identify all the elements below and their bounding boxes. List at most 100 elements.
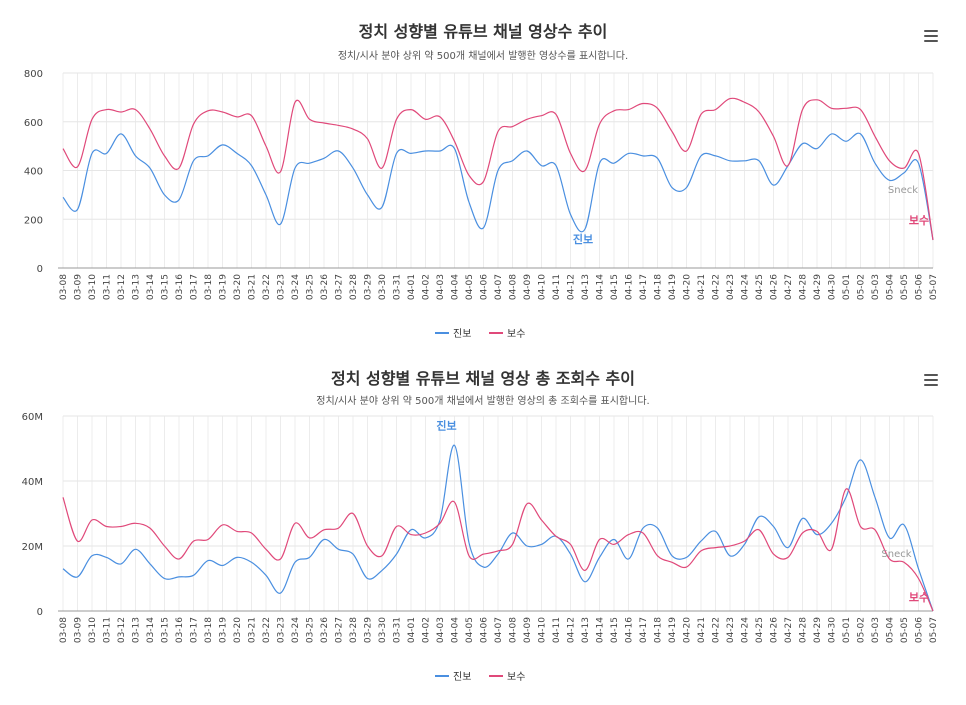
x-tick-label: 03-20: [233, 617, 243, 643]
annotation-label: 보수: [909, 591, 929, 604]
x-tick-label: 03-31: [393, 274, 403, 300]
x-tick-label: 03-26: [320, 274, 330, 300]
x-tick-label: 04-03: [436, 617, 446, 643]
x-tick-label: 04-13: [581, 617, 591, 643]
x-tick-label: 03-09: [74, 617, 84, 643]
x-tick-label: 03-29: [364, 617, 374, 643]
x-tick-label: 03-24: [291, 274, 301, 300]
x-tick-label: 05-05: [900, 617, 910, 643]
chart-subtitle: 정치/시사 분야 상위 약 500개 채널에서 발행한 영상수를 표시합니다.: [337, 51, 629, 62]
x-tick-label: 03-30: [378, 617, 388, 643]
series-line: [62, 488, 934, 612]
x-tick-label: 04-19: [668, 617, 678, 643]
x-tick-label: 04-18: [654, 617, 664, 643]
x-tick-label: 03-08: [59, 274, 69, 300]
x-tick-label: 04-15: [610, 274, 620, 300]
x-tick-label: 04-21: [697, 274, 707, 300]
x-tick-label: 05-03: [871, 274, 881, 300]
x-tick-label: 03-17: [190, 274, 200, 300]
x-tick-label: 05-02: [857, 274, 867, 300]
annotation-label: 진보: [573, 232, 593, 246]
chart-subtitle: 정치/시사 분야 상위 약 500개 채널에서 발행한 영상의 총 조회수를 표…: [316, 396, 650, 407]
chart-plot: 0 200 400 600 800 03-08 03-09 03-10 03-11 03-12 03…: [24, 69, 939, 340]
x-tick-label: 03-28: [349, 617, 359, 643]
x-tick-label: 03-25: [306, 617, 316, 643]
y-tick-label: 0: [37, 607, 43, 618]
x-tick-label: 04-18: [654, 274, 664, 300]
x-tick-label: 03-10: [88, 617, 98, 643]
y-tick-label: 400: [24, 167, 43, 178]
x-tick-label: 05-04: [886, 274, 896, 300]
legend-item[interactable]: 보수: [507, 671, 525, 683]
x-tick-label: 04-26: [770, 617, 780, 643]
x-tick-label: 04-28: [799, 617, 809, 643]
legend-item[interactable]: 진보: [453, 328, 471, 340]
x-tick-label: 03-22: [262, 617, 272, 643]
x-tick-label: 04-05: [465, 274, 475, 300]
x-tick-label: 04-24: [741, 617, 751, 643]
x-tick-label: 04-01: [407, 274, 417, 300]
x-tick-label: 05-05: [900, 274, 910, 300]
x-tick-label: 04-30: [828, 617, 838, 643]
x-tick-label: 03-13: [132, 617, 142, 643]
x-tick-label: 03-08: [59, 617, 69, 643]
x-tick-label: 05-04: [886, 617, 896, 643]
x-tick-label: 04-23: [726, 617, 736, 643]
x-tick-label: 04-29: [813, 617, 823, 643]
x-tick-label: 03-16: [175, 617, 185, 643]
x-tick-label: 04-16: [625, 274, 635, 300]
x-tick-label: 03-30: [378, 274, 388, 300]
x-tick-label: 04-01: [407, 617, 417, 643]
x-tick-label: 03-11: [103, 274, 113, 300]
x-tick-label: 04-09: [523, 617, 533, 643]
legend-item[interactable]: 진보: [453, 671, 471, 683]
x-tick-label: 03-26: [320, 617, 330, 643]
x-tick-label: 04-28: [799, 274, 809, 300]
x-tick-label: 04-04: [451, 274, 461, 300]
video-count-chart: 정치 성향별 유튜브 채널 영상수 추이 정치/시사 분야 상위 약 500개 …: [0, 0, 966, 352]
x-tick-label: 04-23: [726, 274, 736, 300]
hamburger-menu-icon[interactable]: [924, 30, 938, 42]
x-tick-label: 04-14: [596, 617, 606, 643]
x-tick-label: 04-05: [465, 617, 475, 643]
x-tick-label: 04-13: [581, 274, 591, 300]
legend-item[interactable]: 보수: [507, 328, 525, 340]
x-tick-label: 04-17: [639, 274, 649, 300]
x-tick-label: 05-02: [857, 617, 867, 643]
x-tick-label: 04-24: [741, 274, 751, 300]
x-tick-label: 04-11: [552, 274, 562, 300]
x-tick-label: 04-25: [755, 617, 765, 643]
series-line: [62, 444, 934, 612]
x-tick-label: 03-14: [146, 617, 156, 643]
x-tick-label: 04-22: [712, 274, 722, 300]
x-tick-label: 04-17: [639, 617, 649, 643]
total-views-chart: 정치 성향별 유튜브 채널 영상 총 조회수 추이 정치/시사 분야 상위 약 …: [0, 352, 966, 705]
x-tick-label: 03-18: [204, 274, 214, 300]
x-tick-label: 03-17: [190, 617, 200, 643]
y-tick-label: 800: [24, 69, 43, 80]
x-tick-label: 04-06: [480, 274, 490, 300]
x-tick-label: 04-12: [567, 617, 577, 643]
x-tick-label: 04-30: [828, 274, 838, 300]
x-tick-label: 04-20: [683, 274, 693, 300]
series-line: [62, 97, 934, 241]
x-tick-label: 05-01: [842, 617, 852, 643]
x-tick-label: 05-01: [842, 274, 852, 300]
x-tick-label: 04-21: [697, 617, 707, 643]
x-tick-label: 03-15: [161, 617, 171, 643]
x-tick-label: 03-16: [175, 274, 185, 300]
x-tick-label: 05-06: [915, 617, 925, 643]
x-tick-label: 03-31: [393, 617, 403, 643]
hamburger-menu-icon[interactable]: [924, 374, 938, 386]
x-tick-label: 05-03: [871, 617, 881, 643]
x-tick-label: 03-22: [262, 274, 272, 300]
x-tick-label: 04-10: [538, 617, 548, 643]
x-tick-label: 03-09: [74, 274, 84, 300]
x-tick-label: 04-16: [625, 617, 635, 643]
annotation-label: Sneck: [888, 185, 918, 196]
x-tick-label: 04-03: [436, 274, 446, 300]
x-tick-label: 04-22: [712, 617, 722, 643]
x-tick-label: 03-18: [204, 617, 214, 643]
x-tick-label: 04-19: [668, 274, 678, 300]
x-tick-label: 04-08: [509, 617, 519, 643]
